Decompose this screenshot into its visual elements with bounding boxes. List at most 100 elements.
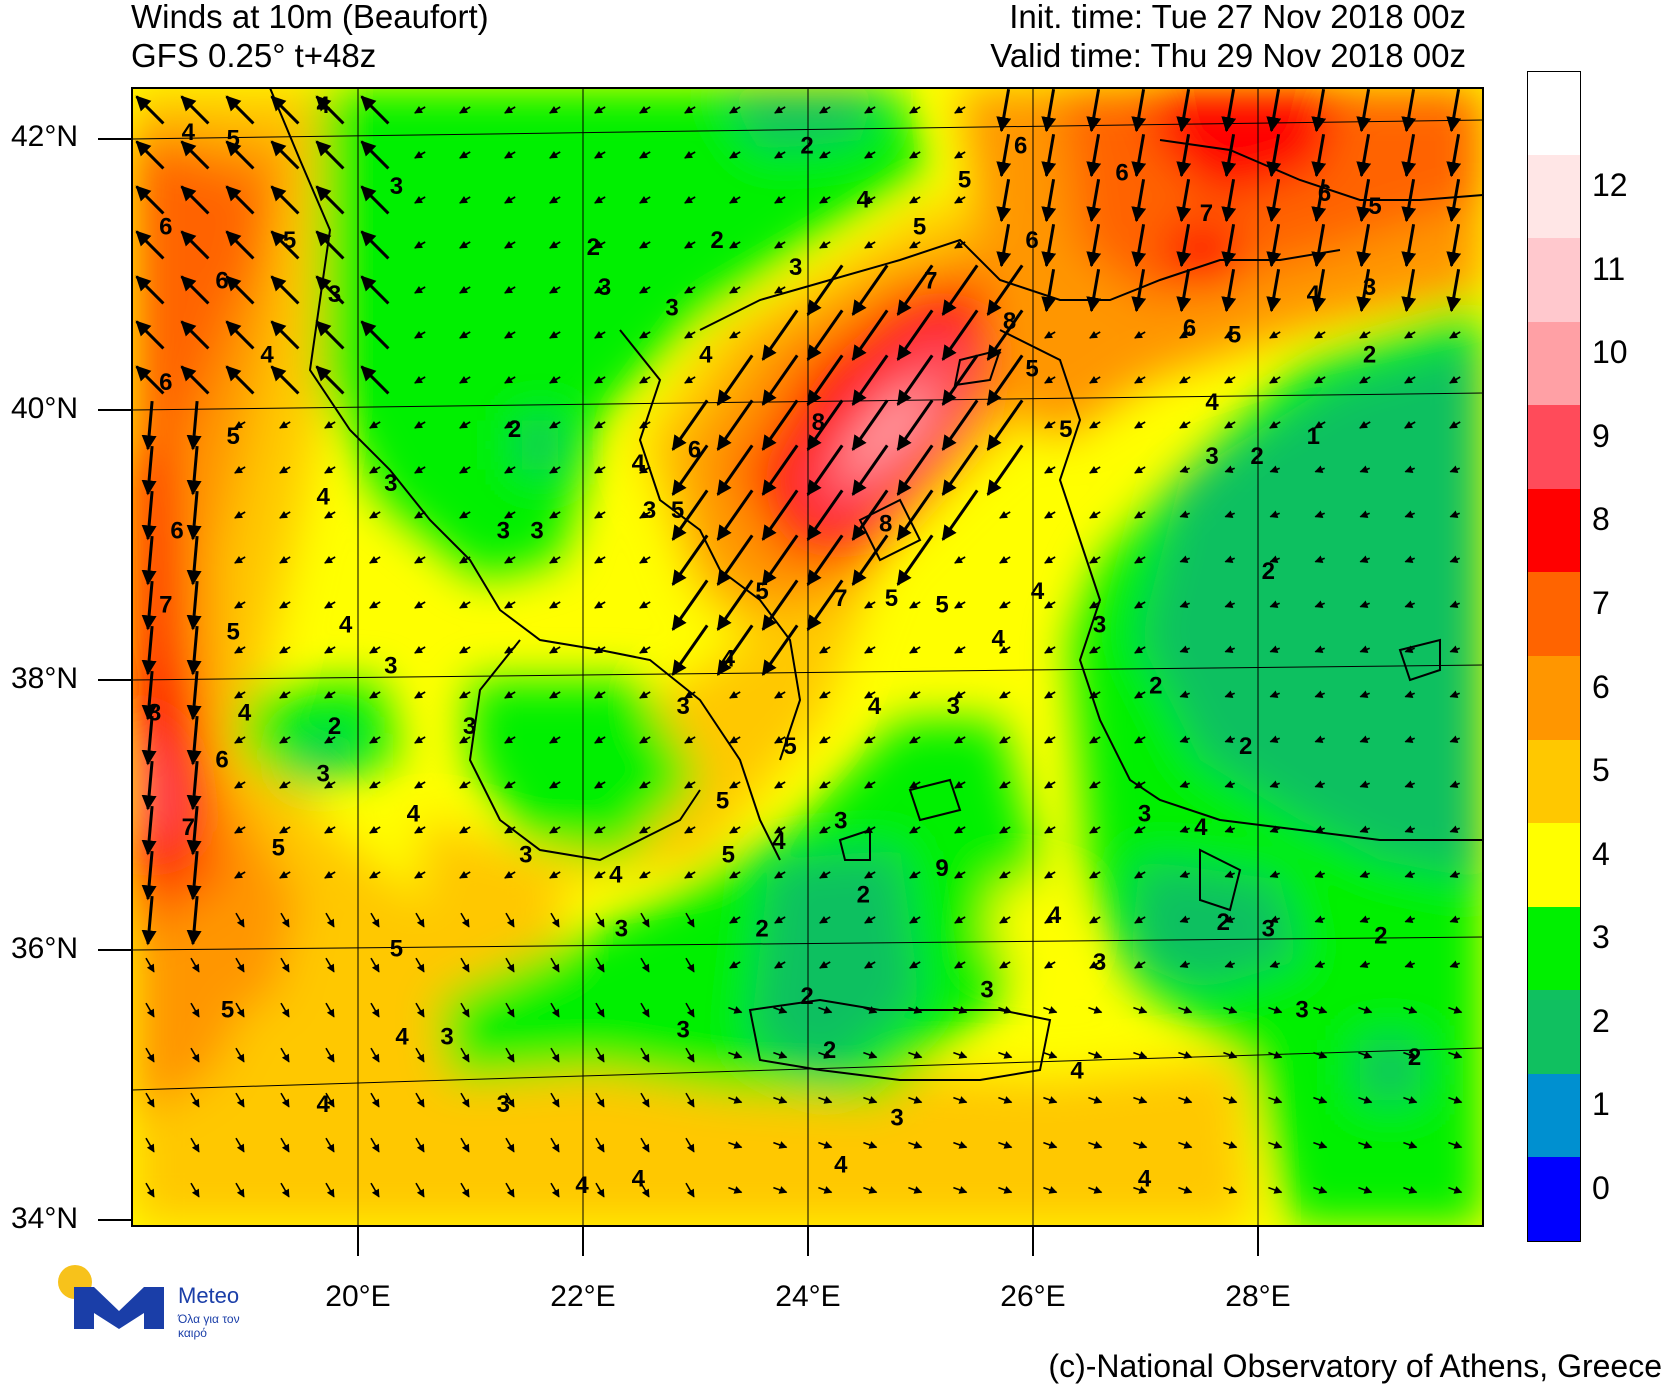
isotach-label: 3 <box>530 517 543 544</box>
wind-arrow <box>806 309 844 361</box>
wind-arrow <box>1223 1141 1238 1149</box>
wind-arrow <box>234 465 246 474</box>
wind-arrow <box>315 365 345 395</box>
wind-arrow <box>1224 465 1235 474</box>
wind-arrow <box>1403 1006 1418 1014</box>
wind-arrow <box>1179 375 1191 384</box>
wind-arrow <box>640 1092 650 1108</box>
wind-arrow <box>415 1182 425 1198</box>
isotach-label: 6 <box>215 268 228 295</box>
wind-arrow <box>1224 555 1235 564</box>
isotach-label: 3 <box>463 713 476 740</box>
wind-arrow <box>235 1092 245 1108</box>
isotach-label: 6 <box>1025 227 1038 254</box>
isotach-label: 2 <box>1149 673 1162 700</box>
isotach-label: 3 <box>665 295 678 322</box>
wind-arrow <box>908 1051 923 1059</box>
wind-arrow <box>851 444 889 496</box>
wind-arrow <box>324 465 336 474</box>
wind-arrow <box>1358 1186 1373 1194</box>
wind-arrow <box>1359 870 1370 879</box>
logo-name: Meteo <box>178 1283 240 1308</box>
wind-arrow <box>1041 134 1057 178</box>
wind-arrow <box>1089 780 1101 789</box>
wind-arrow <box>549 420 561 429</box>
wind-arrow <box>996 179 1012 223</box>
wind-arrow <box>1359 510 1370 519</box>
wind-arrow <box>1134 690 1146 699</box>
wind-arrow <box>234 735 246 744</box>
isotach-label: 3 <box>980 976 993 1003</box>
wind-arrow <box>953 1186 968 1194</box>
wind-arrow <box>235 1047 245 1063</box>
wind-arrow <box>639 690 651 699</box>
wind-arrow <box>1449 960 1460 969</box>
wind-arrow <box>818 1006 833 1014</box>
wind-arrow <box>504 330 516 339</box>
wind-arrow <box>1134 960 1146 969</box>
isotach-label: 3 <box>384 470 397 497</box>
wind-arrow <box>806 399 844 451</box>
wind-arrow <box>729 240 741 249</box>
wind-arrow <box>954 195 966 204</box>
isotach-label: 7 <box>924 268 937 295</box>
colorbar-segment-4 <box>1527 823 1581 908</box>
wind-arrow <box>459 375 471 384</box>
wind-arrow <box>325 1182 335 1198</box>
wind-arrow <box>186 895 202 946</box>
wind-arrow <box>1044 645 1056 654</box>
wind-arrow <box>684 825 696 834</box>
wind-arrow <box>369 600 381 609</box>
wind-arrow <box>986 354 1024 406</box>
wind-arrow <box>729 960 741 969</box>
wind-arrow <box>1269 555 1280 564</box>
wind-arrow <box>1131 134 1147 178</box>
wind-arrow <box>1179 825 1190 834</box>
wind-arrow <box>851 309 889 361</box>
isotach-label: 4 <box>575 1172 589 1199</box>
wind-arrow <box>415 1092 425 1108</box>
wind-arrow <box>639 780 651 789</box>
colorbar-label-1: 1 <box>1592 1086 1610 1123</box>
wind-arrow <box>279 690 291 699</box>
wind-arrow <box>459 600 471 609</box>
wind-arrow <box>684 780 696 789</box>
wind-arrow <box>1176 179 1192 223</box>
wind-arrow <box>225 95 255 125</box>
wind-arrow <box>1089 375 1101 384</box>
wind-arrow <box>504 465 516 474</box>
wind-arrow <box>685 1092 695 1108</box>
wind-arrow <box>550 1182 560 1198</box>
wind-arrow <box>414 195 426 204</box>
wind-arrow <box>1179 870 1190 879</box>
wind-arrow <box>595 1137 605 1153</box>
isotach-label: 3 <box>440 1024 453 1051</box>
wind-arrow <box>639 735 651 744</box>
wind-arrow <box>594 105 606 114</box>
wind-arrow <box>190 1137 200 1153</box>
wind-arrow <box>1089 600 1101 609</box>
isotach-label: 1 <box>1307 423 1320 450</box>
wind-arrow <box>1224 645 1235 654</box>
wind-arrow <box>863 1186 878 1194</box>
wind-arrow <box>1269 420 1281 429</box>
wind-arrow <box>234 555 246 564</box>
wind-arrow <box>550 1092 560 1108</box>
wind-arrow <box>774 915 786 924</box>
wind-arrow <box>459 735 471 744</box>
wind-arrow <box>864 780 876 789</box>
isotach-label: 4 <box>1138 1165 1152 1192</box>
isotach-label: 3 <box>1295 997 1308 1024</box>
colorbar-label-5: 5 <box>1592 752 1610 789</box>
wind-arrow <box>594 780 606 789</box>
wind-arrow <box>640 1182 650 1198</box>
isotach-label: 2 <box>857 882 870 909</box>
wind-arrow <box>549 375 561 384</box>
isotach-label: 5 <box>221 997 234 1024</box>
wind-arrow <box>414 465 426 474</box>
wind-arrow <box>459 825 471 834</box>
wind-arrow <box>141 895 157 946</box>
wind-arrow <box>729 330 741 339</box>
wind-arrow <box>369 690 381 699</box>
wind-arrow <box>141 715 157 766</box>
